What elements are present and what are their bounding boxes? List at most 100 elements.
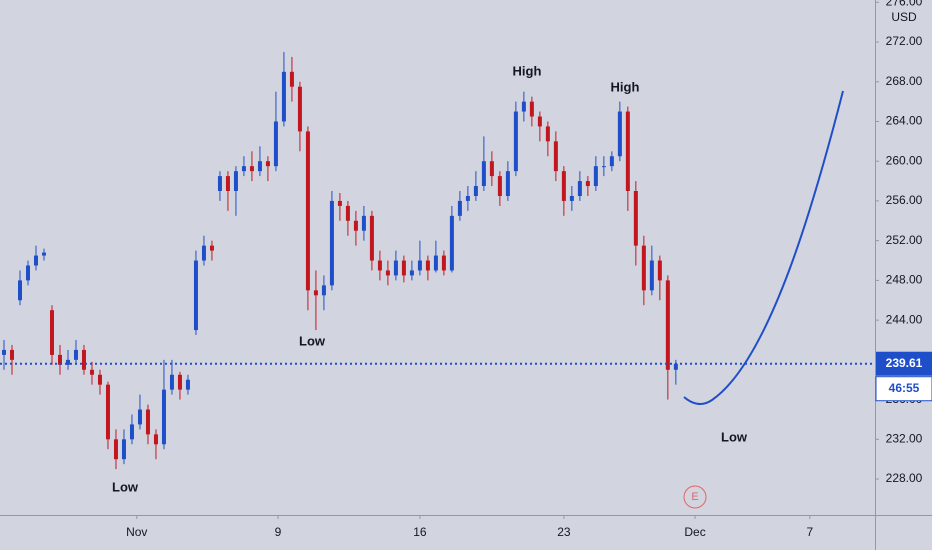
annotation: High [611,79,640,94]
candle-body [609,156,614,167]
candle-body [369,215,374,261]
candle-body [433,255,438,271]
candle-body [385,270,390,276]
candle-body [65,359,70,365]
candle-body [313,290,318,296]
candle-body [209,245,214,251]
candle-body [217,176,222,192]
currency-label: USD [891,10,917,24]
candle-body [257,161,262,172]
candle-body [201,245,206,261]
candle-body [241,166,246,172]
earnings-circle [683,485,707,509]
candle-body [185,379,190,390]
candle-body [297,86,302,132]
candle-body [281,71,286,122]
candle-body [657,260,662,281]
candle-body [1,349,6,355]
candle-body [25,265,30,281]
candle-body [377,260,382,271]
candle-body [409,270,414,276]
last-price-box [876,351,932,376]
candle-body [361,215,366,231]
candle-body [193,260,198,331]
candle-body [577,181,582,196]
candle-body [161,389,166,445]
candle-body [561,171,566,201]
candle-body [321,285,326,296]
y-tick-label: 256.00 [886,193,923,207]
candle-body [89,369,94,375]
candle-body [97,374,102,385]
y-tick-label: 228.00 [886,471,923,485]
candle-body [49,310,54,355]
y-tick-label: 260.00 [886,153,923,167]
candle-body [329,200,334,286]
candle-body [393,260,398,276]
candle-body [465,195,470,201]
candle-body [617,111,622,157]
candle-body [601,166,606,168]
candle-body [33,255,38,266]
projection-curve [683,90,844,405]
y-tick-label: 244.00 [886,312,923,326]
candle-body [633,191,638,246]
y-tick-label: 268.00 [886,74,923,88]
candle-body [265,161,270,167]
candle-body [105,384,110,440]
x-tick-label: Dec [684,525,705,539]
annotation: High [513,63,542,78]
candle-body [417,260,422,271]
candle-body [137,409,142,425]
candle-body [449,215,454,271]
candle-body [57,354,62,365]
candle-body [113,439,118,460]
candle-body [505,171,510,196]
candle-body [401,260,406,276]
x-tick-label: Nov [126,525,147,539]
candle-body [225,176,230,192]
candle-body [497,176,502,196]
candle-body [553,141,558,172]
candle-body [473,186,478,196]
candle-body [641,245,646,291]
candle-body [457,200,462,216]
x-tick-label: 16 [413,525,427,539]
candle-body [121,439,126,460]
candle-body [177,374,182,390]
y-tick-label: 232.00 [886,431,923,445]
candle-body [145,409,150,435]
y-tick-label: 272.00 [886,34,923,48]
candle-body [425,260,430,271]
candle-body [233,171,238,192]
candle-body [41,252,46,256]
candle-body [665,280,670,370]
annotation: Low [721,429,748,444]
candle-body [513,111,518,172]
candle-body [673,363,678,370]
y-tick-label: 248.00 [886,273,923,287]
candle-body [649,260,654,291]
candle-body [521,101,526,112]
candle-body [441,255,446,271]
candle-body [353,220,358,231]
y-tick-label: 276.00 [886,0,923,8]
candle-body [345,205,350,221]
candle-body [545,126,550,142]
candle-body [537,116,542,127]
candle-body [585,181,590,187]
candle-body [625,111,630,192]
countdown-box [875,376,932,402]
x-tick-label: 9 [275,525,282,539]
x-tick-label: 23 [557,525,571,539]
candle-body [153,434,158,445]
candle-body [569,195,574,201]
y-tick-label: 264.00 [886,114,923,128]
y-tick-label: 252.00 [886,233,923,247]
candle-body [249,166,254,172]
candle-body [337,200,342,206]
candle-body [9,349,14,360]
candle-body [593,166,598,187]
